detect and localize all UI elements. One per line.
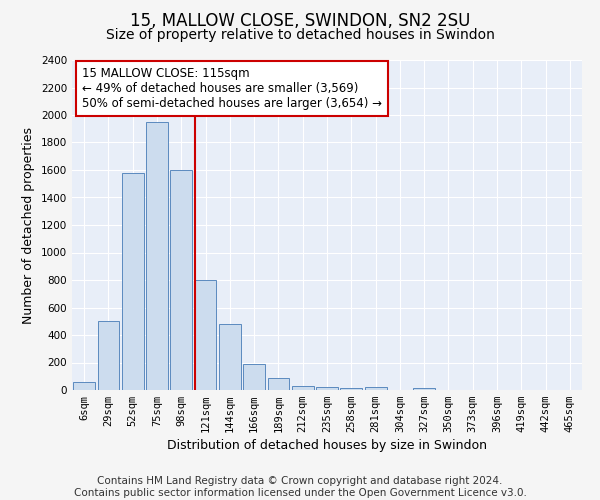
Text: Contains HM Land Registry data © Crown copyright and database right 2024.
Contai: Contains HM Land Registry data © Crown c… xyxy=(74,476,526,498)
Y-axis label: Number of detached properties: Number of detached properties xyxy=(22,126,35,324)
Bar xyxy=(146,122,168,390)
X-axis label: Distribution of detached houses by size in Swindon: Distribution of detached houses by size … xyxy=(167,440,487,452)
Bar xyxy=(413,388,435,390)
Bar xyxy=(194,280,217,390)
Bar xyxy=(73,382,95,390)
Bar xyxy=(365,387,386,390)
Bar xyxy=(340,388,362,390)
Bar xyxy=(268,378,289,390)
Bar xyxy=(292,386,314,390)
Bar xyxy=(316,387,338,390)
Bar xyxy=(122,173,143,390)
Text: Size of property relative to detached houses in Swindon: Size of property relative to detached ho… xyxy=(106,28,494,42)
Bar xyxy=(170,170,192,390)
Text: 15, MALLOW CLOSE, SWINDON, SN2 2SU: 15, MALLOW CLOSE, SWINDON, SN2 2SU xyxy=(130,12,470,30)
Text: 15 MALLOW CLOSE: 115sqm
← 49% of detached houses are smaller (3,569)
50% of semi: 15 MALLOW CLOSE: 115sqm ← 49% of detache… xyxy=(82,66,382,110)
Bar xyxy=(97,322,119,390)
Bar xyxy=(219,324,241,390)
Bar xyxy=(243,364,265,390)
